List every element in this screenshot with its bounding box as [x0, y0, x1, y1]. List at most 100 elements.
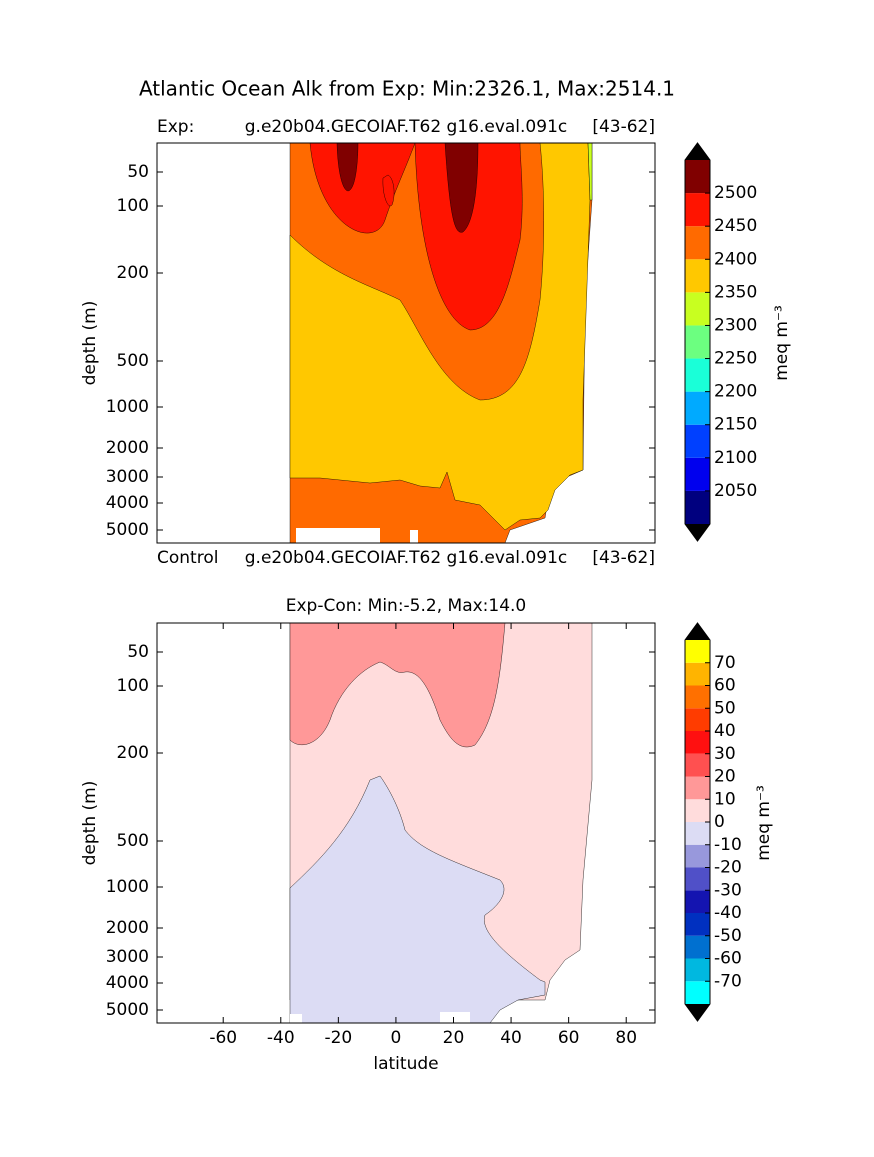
- y-tick-label: 500: [117, 351, 149, 371]
- contour-region: [289, 622, 506, 748]
- colorbar-tick-label: 2350: [714, 282, 757, 302]
- y-tick-label: 4000: [106, 493, 149, 513]
- y-axis-label: depth (m): [80, 301, 100, 386]
- x-tick-label: -40: [267, 1028, 295, 1048]
- land-mask: [296, 528, 380, 543]
- y-tick-label: 4000: [106, 973, 149, 993]
- colorbar-bin: [685, 640, 710, 663]
- colorbar-bin: [685, 160, 710, 194]
- colorbar-tick-label: -50: [714, 926, 742, 946]
- y-tick-label: 5000: [106, 520, 149, 540]
- colorbar-tick-label: 0: [714, 812, 725, 832]
- colorbar-tick-label: 2150: [714, 415, 757, 435]
- x-tick-label: 60: [558, 1028, 580, 1048]
- x-axis-label: latitude: [373, 1054, 438, 1074]
- panel-title-center: g.e20b04.GECOIAF.T62 g16.eval.091c: [245, 548, 567, 568]
- colorbar-bin: [685, 226, 710, 260]
- y-tick-label: 200: [117, 743, 149, 763]
- colorbar-frame: [684, 622, 711, 1022]
- y-tick-label: 100: [117, 676, 149, 696]
- colorbar-tick-label: 2200: [714, 382, 757, 402]
- colorbar-tick-label: -60: [714, 949, 742, 969]
- colorbar-tick-label: 2400: [714, 249, 757, 269]
- colorbar-bin: [685, 391, 710, 425]
- colorbar-tick-label: -20: [714, 858, 742, 878]
- colorbar-bin: [685, 776, 710, 800]
- colorbar-tick-label: 2050: [714, 481, 757, 501]
- y-tick-label: 1000: [106, 877, 149, 897]
- y-tick-label: 1000: [106, 397, 149, 417]
- panel-title: Exp-Con: Min:-5.2, Max:14.0: [286, 596, 527, 616]
- land-mask: [440, 1012, 470, 1023]
- colorbar-bin: [685, 844, 710, 868]
- plot-frame: [156, 622, 656, 1024]
- colorbar-bin: [685, 259, 710, 293]
- colorbar-extend: [685, 143, 710, 160]
- colorbar-bin: [685, 457, 710, 491]
- y-tick-label: 100: [117, 196, 149, 216]
- colorbar-extend: [685, 1004, 710, 1021]
- contour-region: [444, 142, 479, 233]
- colorbar-bin: [685, 753, 710, 777]
- colorbar-tick-label: 60: [714, 676, 736, 696]
- colorbar-tick-label: -10: [714, 835, 742, 855]
- colorbar-bin: [685, 358, 710, 392]
- x-tick-label: 0: [391, 1028, 402, 1048]
- y-tick-label: 2000: [106, 438, 149, 458]
- y-tick-label: 3000: [106, 467, 149, 487]
- colorbar-bin: [685, 935, 710, 959]
- y-tick-label: 50: [127, 642, 149, 662]
- panel-title-right: [43-62]: [592, 548, 655, 568]
- colorbar-label: meq m⁻³: [772, 305, 792, 381]
- colorbar-tick-label: 50: [714, 698, 736, 718]
- x-tick-label: 20: [443, 1028, 465, 1048]
- colorbar-tick-label: 2250: [714, 349, 757, 369]
- panel-title-left: Control: [157, 548, 218, 568]
- x-tick-label: 80: [615, 1028, 637, 1048]
- y-tick-label: 5000: [106, 1000, 149, 1020]
- colorbar-tick-label: -40: [714, 903, 742, 923]
- y-axis-label: depth (m): [80, 781, 100, 866]
- colorbar-bin: [685, 913, 710, 936]
- colorbar-tick-label: 40: [714, 721, 736, 741]
- contour-region: [382, 174, 395, 207]
- colorbar-tick-label: -30: [714, 880, 742, 900]
- panel-title-right: [43-62]: [592, 117, 655, 137]
- x-tick-label: -20: [324, 1028, 352, 1048]
- x-tick-label: 40: [500, 1028, 522, 1048]
- y-tick-label: 2000: [106, 918, 149, 938]
- colorbar-bin: [685, 731, 710, 754]
- colorbar-bin: [685, 685, 710, 709]
- colorbar-bin: [685, 822, 710, 845]
- colorbar-tick-label: 20: [714, 767, 736, 787]
- colorbar-tick-label: 30: [714, 744, 736, 764]
- panel-title-left: Exp:: [157, 117, 194, 137]
- contour-region: [309, 142, 416, 234]
- colorbar-bin: [685, 325, 710, 359]
- colorbar-bin: [685, 662, 710, 686]
- contour-region: [336, 142, 359, 192]
- contour-field: [289, 622, 593, 1024]
- colorbar-tick-label: 2500: [714, 183, 757, 203]
- contour-region: [414, 142, 523, 331]
- colorbar-bin: [685, 490, 710, 524]
- colorbar-bin: [685, 867, 710, 891]
- colorbar-bin: [685, 890, 710, 913]
- land-mask: [290, 1014, 302, 1023]
- colorbar-bin: [685, 958, 710, 982]
- colorbar-bin: [685, 424, 710, 458]
- colorbar-tick-label: -70: [714, 971, 742, 991]
- colorbar-frame: [684, 142, 711, 542]
- colorbar-bin: [685, 292, 710, 326]
- suptitle: Atlantic Ocean Alk from Exp: Min:2326.1,…: [139, 77, 675, 101]
- x-tick-label: -60: [209, 1028, 237, 1048]
- colorbar-bin: [685, 193, 710, 227]
- colorbar-bin: [685, 708, 710, 731]
- land-mask: [410, 530, 418, 543]
- plot-frame: [156, 142, 656, 544]
- contour-region: [289, 775, 546, 1024]
- colorbar-tick-label: 2450: [714, 216, 757, 236]
- y-tick-label: 500: [117, 831, 149, 851]
- y-tick-label: 3000: [106, 947, 149, 967]
